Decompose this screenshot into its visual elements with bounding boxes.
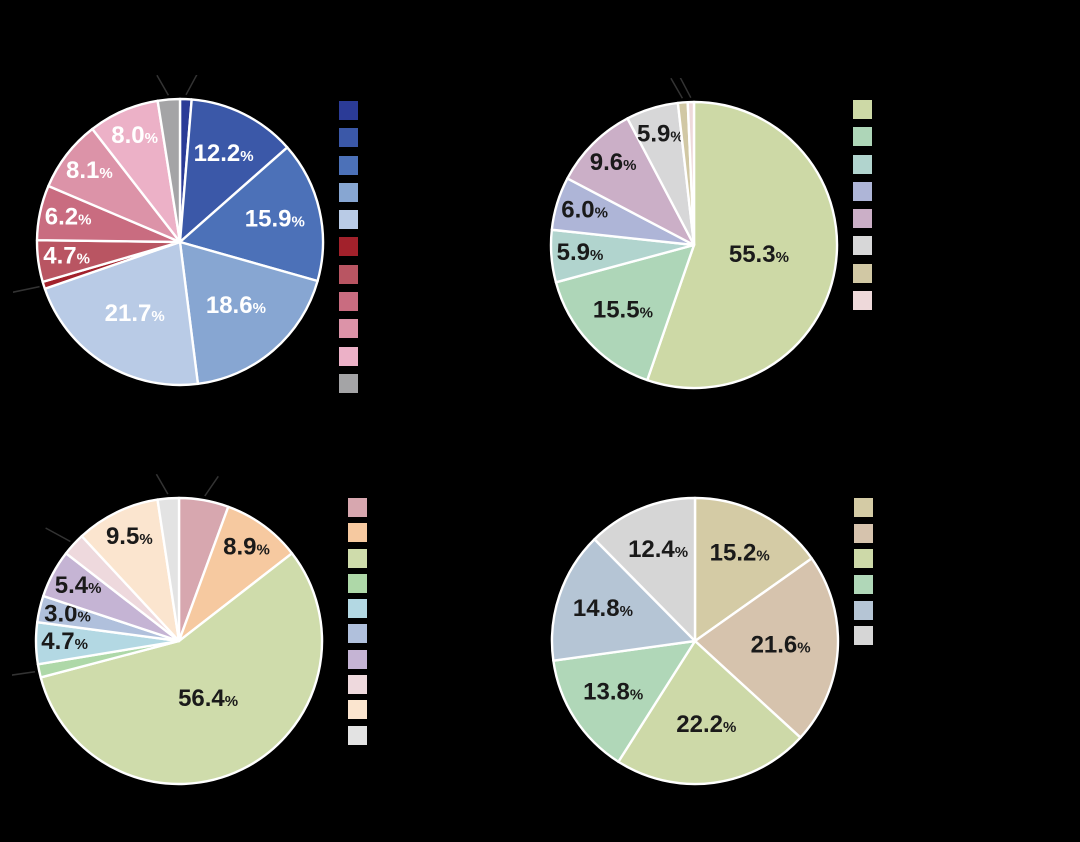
pie-top-left-slice-3 [178, 240, 319, 386]
pie-bottom-right-slice-0 [693, 496, 813, 643]
pie-bottom-left-svg: 8.9%56.4%4.7%3.0%5.4%9.5% [12, 474, 324, 786]
pie-bottom-left-slice-9-leader-line [155, 474, 169, 495]
pie-top-right-legend [853, 100, 872, 311]
pie-top-right-slice-4-label: 9.6% [590, 149, 637, 176]
pie-bottom-left-slice-2-label: 56.4% [178, 685, 238, 712]
pie-top-left-slice-3-label: 18.6% [206, 292, 266, 319]
pie-top-right-slice-2-label: 5.9% [557, 239, 604, 266]
pie-bottom-right-slice-5 [593, 496, 697, 643]
pie-bottom-right-slice-1-label: 21.6% [751, 632, 811, 659]
pie-bottom-right-slice-3 [552, 639, 697, 763]
pie-top-left-svg: 12.2% 15.9% 18.6% 21.7% 4.7% 6.2% 8.1% 8.0% [13, 75, 325, 387]
pie-bottom-right-legend-swatch-5 [854, 626, 873, 646]
pie-bottom-left-slice-3-leader-line [12, 671, 36, 676]
pie-bottom-left-slice-8-label: 9.5% [106, 523, 153, 550]
pie-top-left-legend-swatch-5 [339, 237, 358, 257]
pie-top-right-slice-7-leader-line [679, 78, 692, 99]
pie-top-left-slice-0-leader-line [185, 75, 198, 96]
pie-top-right-legend-swatch-2 [853, 154, 872, 174]
pie-top-left-legend-swatch-7 [339, 292, 358, 312]
pie-top-left-slice-10 [156, 97, 182, 244]
pie-top-left-slice-9-label: 8.0% [111, 122, 158, 149]
pie-bottom-right-svg: 15.2% 21.6% 22.2% 13.8% 14.8% 12.4% [550, 496, 840, 786]
pie-bottom-right-slice-1 [693, 557, 840, 739]
pie-top-right-legend-swatch-4 [853, 209, 872, 229]
pie-bottom-right-legend-swatch-2 [854, 549, 873, 569]
pie-top-right-slice-4 [566, 117, 696, 247]
pie-top-right-legend-swatch-7 [853, 291, 872, 311]
pie-bottom-left-slice-1-label: 8.9% [223, 534, 270, 561]
pie-bottom-right-slice-0-label: 15.2% [710, 540, 770, 567]
pie-top-right-slice-1-label: 15.5% [593, 297, 653, 324]
pie-top-right-slice-1 [554, 243, 696, 382]
pie-top-left-slice-6-label: 4.7% [43, 243, 90, 270]
pie-top-right-slice-7 [686, 100, 696, 247]
pie-top-right-slice-3-label: 6.0% [561, 197, 608, 224]
pie-bottom-left-legend-swatch-1 [348, 523, 367, 543]
pie-bottom-left-legend-swatch-3 [348, 573, 367, 593]
pie-top-left-legend-swatch-1 [339, 128, 358, 148]
pie-bottom-right-slice-4 [550, 538, 697, 662]
pie-bottom-left-legend-swatch-8 [348, 700, 367, 720]
pie-top-left-legend-swatch-8 [339, 319, 358, 339]
pie-bottom-left-legend-swatch-7 [348, 675, 367, 695]
pie-bottom-left-slice-1 [177, 505, 294, 643]
pie-top-left-slice-5-leader-line [13, 285, 40, 293]
pie-top-right-legend-swatch-3 [853, 181, 872, 201]
pie-top-right-svg: 55.3%15.5%5.9%6.0%9.6%5.9% [549, 78, 839, 390]
pie-top-left-legend-swatch-10 [339, 373, 358, 393]
pie-bottom-left-slice-0-leader-line [204, 475, 219, 497]
pie-top-right-legend-swatch-6 [853, 263, 872, 283]
pie-top-right-legend-swatch-0 [853, 100, 872, 119]
pie-bottom-left-slice-6-label: 5.4% [55, 573, 102, 600]
pie-bottom-left-slice-9 [156, 496, 181, 643]
pie-top-left-legend-swatch-9 [339, 346, 358, 366]
pie-bottom-left-legend [348, 498, 367, 745]
pie-bottom-left-slice-7-leader-line [45, 527, 71, 543]
pie-bottom-right-legend-swatch-0 [854, 498, 873, 517]
pie-top-left-slice-7-label: 6.2% [45, 204, 92, 231]
pie-top-right-slice-0-label: 55.3% [729, 241, 789, 268]
pie-top-left-legend-swatch-6 [339, 264, 358, 284]
pie-top-left-slice-1 [178, 98, 289, 244]
pie-bottom-right-legend-swatch-3 [854, 575, 873, 595]
pie-top-right-slice-5-label: 5.9% [637, 121, 684, 148]
pie-bottom-left-slice-4-label: 4.7% [41, 628, 88, 655]
pie-top-left-slice-2-label: 15.9% [245, 206, 305, 233]
pie-bottom-left-legend-swatch-6 [348, 649, 367, 669]
pie-bottom-left-legend-swatch-9 [348, 725, 367, 745]
pie-bottom-left-slice-2 [39, 552, 324, 786]
pie-top-left-slice-8-label: 8.1% [66, 158, 113, 185]
pie-bottom-right-legend [854, 498, 873, 646]
pie-bottom-right-slice-5-label: 12.4% [628, 536, 688, 563]
pie-bottom-left-legend-swatch-0 [348, 498, 367, 517]
pie-bottom-right-slice-4-label: 14.8% [573, 595, 633, 622]
pie-top-left-legend-swatch-2 [339, 155, 358, 175]
pie-bottom-left-legend-swatch-2 [348, 548, 367, 568]
pie-bottom-right-slice-2 [617, 639, 802, 786]
pie-top-left-slice-4-label: 21.7% [105, 300, 165, 327]
pie-top-left-legend-swatch-0 [339, 101, 358, 120]
pie-bottom-right-slice-2-label: 22.2% [676, 711, 736, 738]
pie-bottom-right-legend-swatch-4 [854, 600, 873, 620]
pie-top-left-legend [339, 101, 358, 393]
pie-top-left-slice-10-leader-line [156, 75, 170, 96]
pie-top-right-slice-6-leader-line [670, 78, 684, 99]
pie-bottom-right-slice-3-label: 13.8% [583, 679, 643, 706]
pie-top-right-legend-swatch-5 [853, 236, 872, 256]
pie-bottom-left-slice-8 [80, 498, 181, 643]
pie-top-left-slice-4 [43, 240, 200, 387]
pie-top-left-slice-2 [178, 146, 325, 283]
pie-top-left-slice-1-label: 12.2% [194, 140, 254, 167]
pie-bottom-right-legend-swatch-1 [854, 523, 873, 543]
pie-top-left-legend-swatch-4 [339, 210, 358, 230]
pie-top-right-legend-swatch-1 [853, 127, 872, 147]
pie-bottom-left-legend-swatch-5 [348, 624, 367, 644]
pie-bottom-left-legend-swatch-4 [348, 599, 367, 619]
pie-top-left-legend-swatch-3 [339, 182, 358, 202]
